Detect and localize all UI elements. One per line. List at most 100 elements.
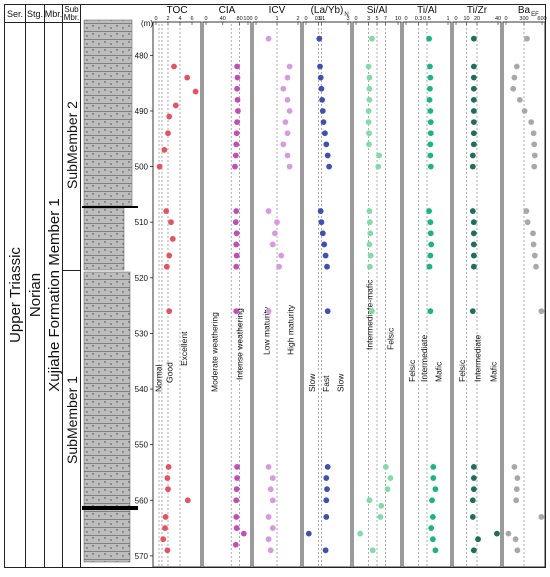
data-point — [318, 219, 325, 226]
data-point — [234, 63, 240, 70]
lith-lower — [83, 271, 131, 563]
data-point — [276, 263, 282, 270]
data-point — [162, 514, 169, 520]
depth-unit-label: (m) — [141, 19, 153, 28]
submember-2-label: SubMember 2 — [64, 101, 80, 189]
zone-label: Slow — [336, 373, 346, 392]
zone-label: Low maturity — [262, 306, 272, 355]
panel-title-subscript: N — [344, 12, 348, 18]
data-point — [233, 208, 240, 214]
data-point — [514, 547, 521, 554]
zone-label: Intermediate-mafic — [364, 279, 374, 350]
data-point — [505, 530, 512, 537]
data-point — [531, 141, 538, 148]
data-point — [319, 230, 326, 237]
data-point — [426, 96, 433, 103]
data-point — [470, 141, 477, 148]
x-tick-label: 0 — [404, 16, 407, 22]
data-point — [319, 108, 326, 114]
data-point — [470, 35, 477, 42]
zone-label: Excellent — [179, 331, 189, 366]
zone-label: Normal — [153, 364, 163, 392]
zone-label: Mafic — [488, 361, 498, 382]
data-point — [470, 241, 477, 248]
series-label: Upper Triassic — [7, 247, 24, 343]
panel-title: Ti/Al — [417, 5, 437, 16]
data-point — [165, 130, 171, 137]
data-point — [267, 547, 274, 554]
data-point — [160, 536, 167, 543]
x-tick-label: 40 — [220, 16, 226, 22]
data-point — [233, 230, 240, 237]
header-series: Ser. — [7, 9, 23, 19]
data-point — [233, 252, 240, 259]
data-point — [530, 230, 536, 237]
data-point — [286, 163, 293, 170]
data-point — [317, 63, 323, 70]
data-point — [162, 525, 168, 531]
data-point — [531, 163, 538, 170]
data-point — [321, 241, 328, 248]
data-point — [427, 74, 434, 81]
data-point — [234, 85, 240, 92]
data-point — [430, 475, 437, 481]
data-point — [469, 308, 476, 315]
zone-label: Moderate weathering — [210, 312, 220, 392]
data-point — [324, 486, 330, 493]
data-point — [531, 152, 538, 159]
data-point — [511, 463, 518, 470]
x-tick-label: 0 — [304, 16, 307, 22]
data-point — [269, 241, 276, 248]
data-point — [166, 308, 173, 315]
panel-tial: Ti/Al 0 0.3 0.5 1 Felsic Intermediate Mafic — [402, 5, 452, 568]
data-point — [366, 219, 373, 226]
data-point — [166, 252, 173, 259]
data-point — [234, 463, 240, 470]
data-point — [164, 475, 171, 481]
data-point — [513, 63, 520, 70]
data-point — [278, 252, 285, 259]
zone-label: Good — [164, 362, 174, 383]
zone-label: Intermediate — [419, 334, 429, 382]
data-point — [366, 263, 373, 270]
data-point — [284, 74, 291, 81]
x-tick-label: 10 — [463, 16, 469, 22]
x-tick-label: 0 — [154, 16, 157, 22]
data-point — [366, 208, 373, 214]
data-point — [232, 219, 239, 226]
data-point — [269, 525, 276, 531]
lith-upper — [83, 19, 133, 207]
data-point — [427, 119, 434, 126]
x-tick-label: 1 — [275, 16, 278, 22]
data-point — [284, 96, 291, 103]
data-point — [233, 525, 240, 531]
data-point — [430, 463, 437, 470]
data-point — [323, 497, 330, 504]
depth-tick-label: 520 — [135, 274, 149, 283]
data-point — [427, 63, 433, 70]
data-point — [322, 130, 328, 137]
x-tick-label: 0.9 — [315, 16, 323, 22]
header-sub-b: Mbr. — [64, 13, 80, 22]
data-point — [369, 35, 375, 42]
data-point — [366, 241, 373, 248]
data-point — [538, 514, 545, 520]
data-point — [427, 219, 434, 226]
data-point — [172, 102, 179, 109]
data-point — [280, 85, 287, 92]
header-stage: Stg. — [27, 9, 43, 19]
lith-mid — [83, 207, 125, 271]
data-point — [171, 63, 177, 70]
depth-tick-label: 490 — [135, 107, 149, 116]
x-tick-label: 600 — [537, 16, 546, 22]
data-point — [369, 547, 376, 554]
data-point — [426, 263, 433, 270]
x-tick-label: 0.5 — [423, 16, 431, 22]
data-point — [376, 152, 382, 159]
data-point — [470, 219, 477, 226]
x-tick-label: 2 — [166, 16, 169, 22]
data-point — [375, 163, 382, 170]
data-point — [429, 514, 436, 520]
data-point — [470, 85, 477, 92]
member-label: Xujiahe Formation Member 1 — [46, 198, 63, 391]
